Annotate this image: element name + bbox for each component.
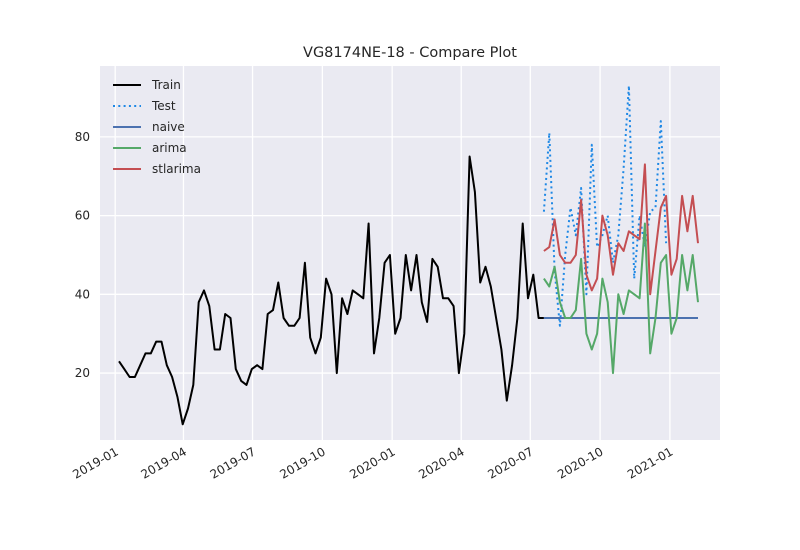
- series-lines: [118, 84, 699, 426]
- series-line-train: [118, 155, 544, 426]
- chart-title: VG8174NE-18 - Compare Plot: [303, 45, 517, 61]
- y-tick-label: 60: [75, 209, 90, 223]
- y-tick-label: 20: [75, 366, 90, 380]
- legend-label-naive: naive: [152, 120, 185, 134]
- legend-label-stlarima: stlarima: [152, 162, 201, 176]
- series-line-stlarima: [543, 163, 699, 296]
- series-line-arima: [543, 222, 699, 375]
- legend: Train Test naive arima stlarima: [113, 78, 201, 176]
- legend-label-test: Test: [151, 99, 176, 113]
- y-axis-ticks: 20 40 60 80: [75, 130, 90, 380]
- legend-label-arima: arima: [152, 141, 187, 155]
- y-tick-label: 40: [75, 287, 90, 301]
- legend-label-train: Train: [151, 78, 181, 92]
- y-tick-label: 80: [75, 130, 90, 144]
